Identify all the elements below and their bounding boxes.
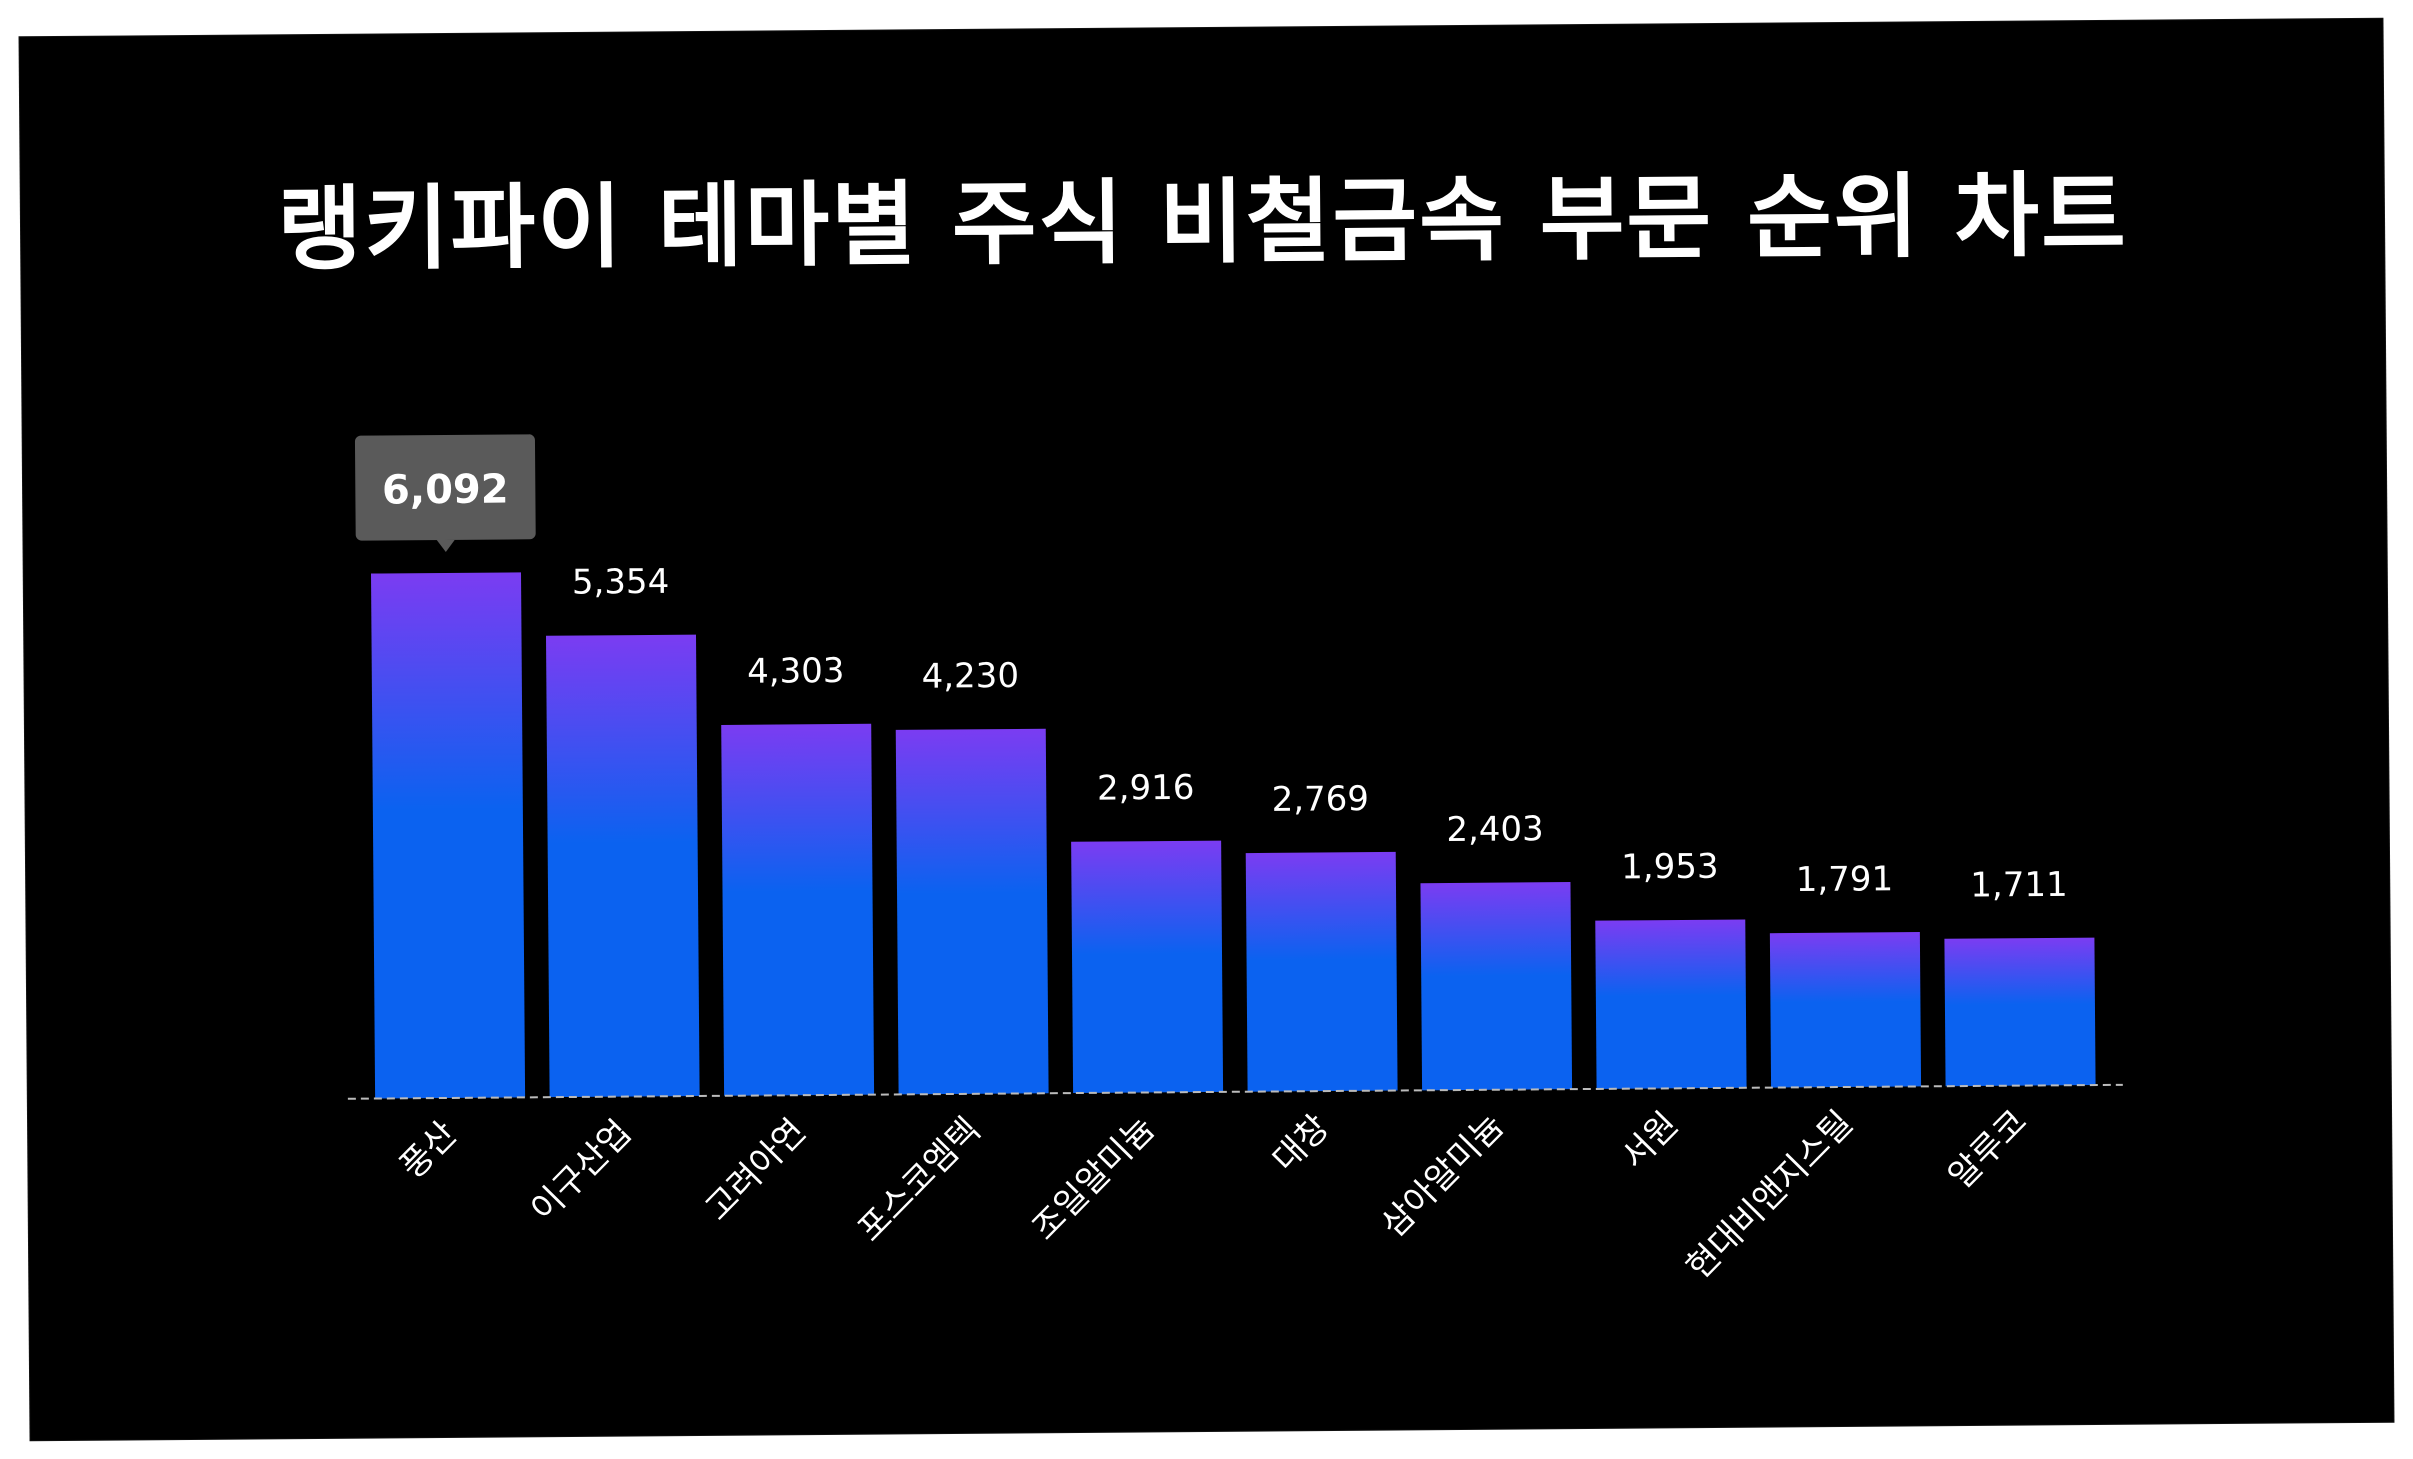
value-label-6: 2,769 (1271, 779, 1369, 820)
category-label-4: 포스코엠텍 (850, 1110, 988, 1250)
category-label-1: 풍산 (392, 1114, 464, 1187)
chart-card: 랭키파이 테마별 주식 비철금속 부문 순위 차트 6,092 풍산 5,354 이구… (19, 18, 2394, 1441)
x-axis-baseline (347, 1083, 2123, 1100)
value-tooltip-pointer (436, 539, 455, 552)
bar-7 (1420, 882, 1573, 1091)
bar-4 (895, 728, 1049, 1095)
value-tooltip-box (354, 434, 536, 541)
bar-chart: 6,092 풍산 5,354 이구산업 4,303 고려아연 4,230 포스코엠텍 2,916… (347, 434, 2123, 1287)
bar-3 (721, 723, 875, 1096)
value-label-9: 1,791 (1796, 859, 1894, 900)
value-label-10: 1,711 (1970, 865, 2068, 906)
bar-9 (1769, 932, 1922, 1088)
value-label-5: 2,916 (1097, 768, 1195, 809)
category-label-10: 알루코 (1941, 1102, 2035, 1197)
bars-layer (370, 572, 2096, 1099)
value-label-7: 2,403 (1446, 809, 1544, 850)
category-label-2: 이구산업 (523, 1113, 639, 1230)
bar-10 (1944, 937, 2096, 1087)
value-label-4: 4,230 (921, 656, 1019, 697)
value-label-2: 5,354 (572, 562, 670, 603)
bar-2 (545, 634, 700, 1098)
category-label-8: 서원 (1614, 1105, 1686, 1178)
bar-8 (1595, 919, 1747, 1089)
category-label-3: 고려아연 (698, 1111, 814, 1228)
category-label-9: 현대비앤지스틸 (1679, 1103, 1861, 1287)
category-label-5: 조일알미늄 (1025, 1109, 1163, 1249)
category-label-6: 대창 (1265, 1107, 1337, 1180)
category-label-7: 삼아알미늄 (1374, 1106, 1512, 1246)
bar-5 (1071, 840, 1224, 1094)
value-label-8: 1,953 (1621, 847, 1719, 888)
value-label-3: 4,303 (747, 651, 845, 692)
value-label-1: 6,092 (382, 466, 509, 513)
bar-1 (370, 572, 526, 1099)
bar-6 (1245, 851, 1398, 1092)
